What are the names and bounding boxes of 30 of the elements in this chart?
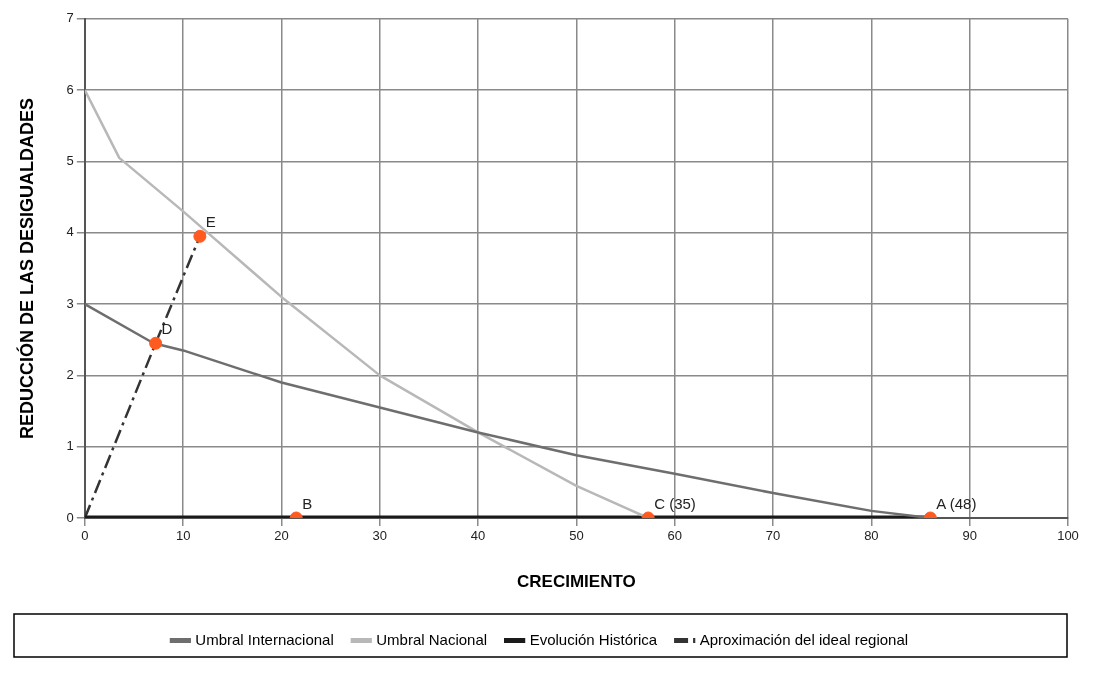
legend-label: Aproximación del ideal regional [699, 630, 909, 648]
x-tick-label: 80 [864, 528, 879, 544]
annotation: E [205, 212, 216, 230]
annotation: B [302, 494, 313, 512]
legend-label: Umbral Internacional [195, 630, 334, 648]
annotation: D [161, 319, 173, 337]
y-tick-label: 7 [66, 10, 74, 26]
x-tick-label: 100 [1057, 528, 1079, 544]
x-tick-label: 0 [81, 528, 89, 544]
x-tick-label: 70 [765, 528, 781, 544]
y-tick-label: 3 [66, 295, 74, 311]
x-tick-label: 40 [470, 528, 486, 544]
x-axis-title: CRECIMIENTO [517, 572, 636, 592]
x-tick-label: 50 [569, 528, 584, 544]
x-tick-label: 90 [962, 528, 977, 544]
y-tick-label: 2 [66, 366, 74, 382]
y-tick-label: 1 [66, 438, 74, 454]
x-tick-label: 30 [372, 528, 388, 544]
x-tick-label: 10 [175, 528, 191, 544]
legend-label: Evolución Histórica [529, 630, 658, 648]
annotation: A (48) [936, 494, 977, 512]
x-tick-label: 20 [274, 528, 289, 544]
x-tick-label: 60 [667, 528, 682, 544]
y-tick-label: 5 [66, 153, 74, 169]
legend-label: Umbral Nacional [376, 630, 488, 648]
y-tick-label: 4 [66, 224, 74, 240]
y-axis-title: REDUCCIÓN DE LAS DESIGUALDADES [15, 97, 37, 439]
annotation: C (35) [654, 494, 696, 512]
y-tick-label: 6 [66, 81, 74, 97]
y-tick-label: 0 [66, 509, 74, 525]
